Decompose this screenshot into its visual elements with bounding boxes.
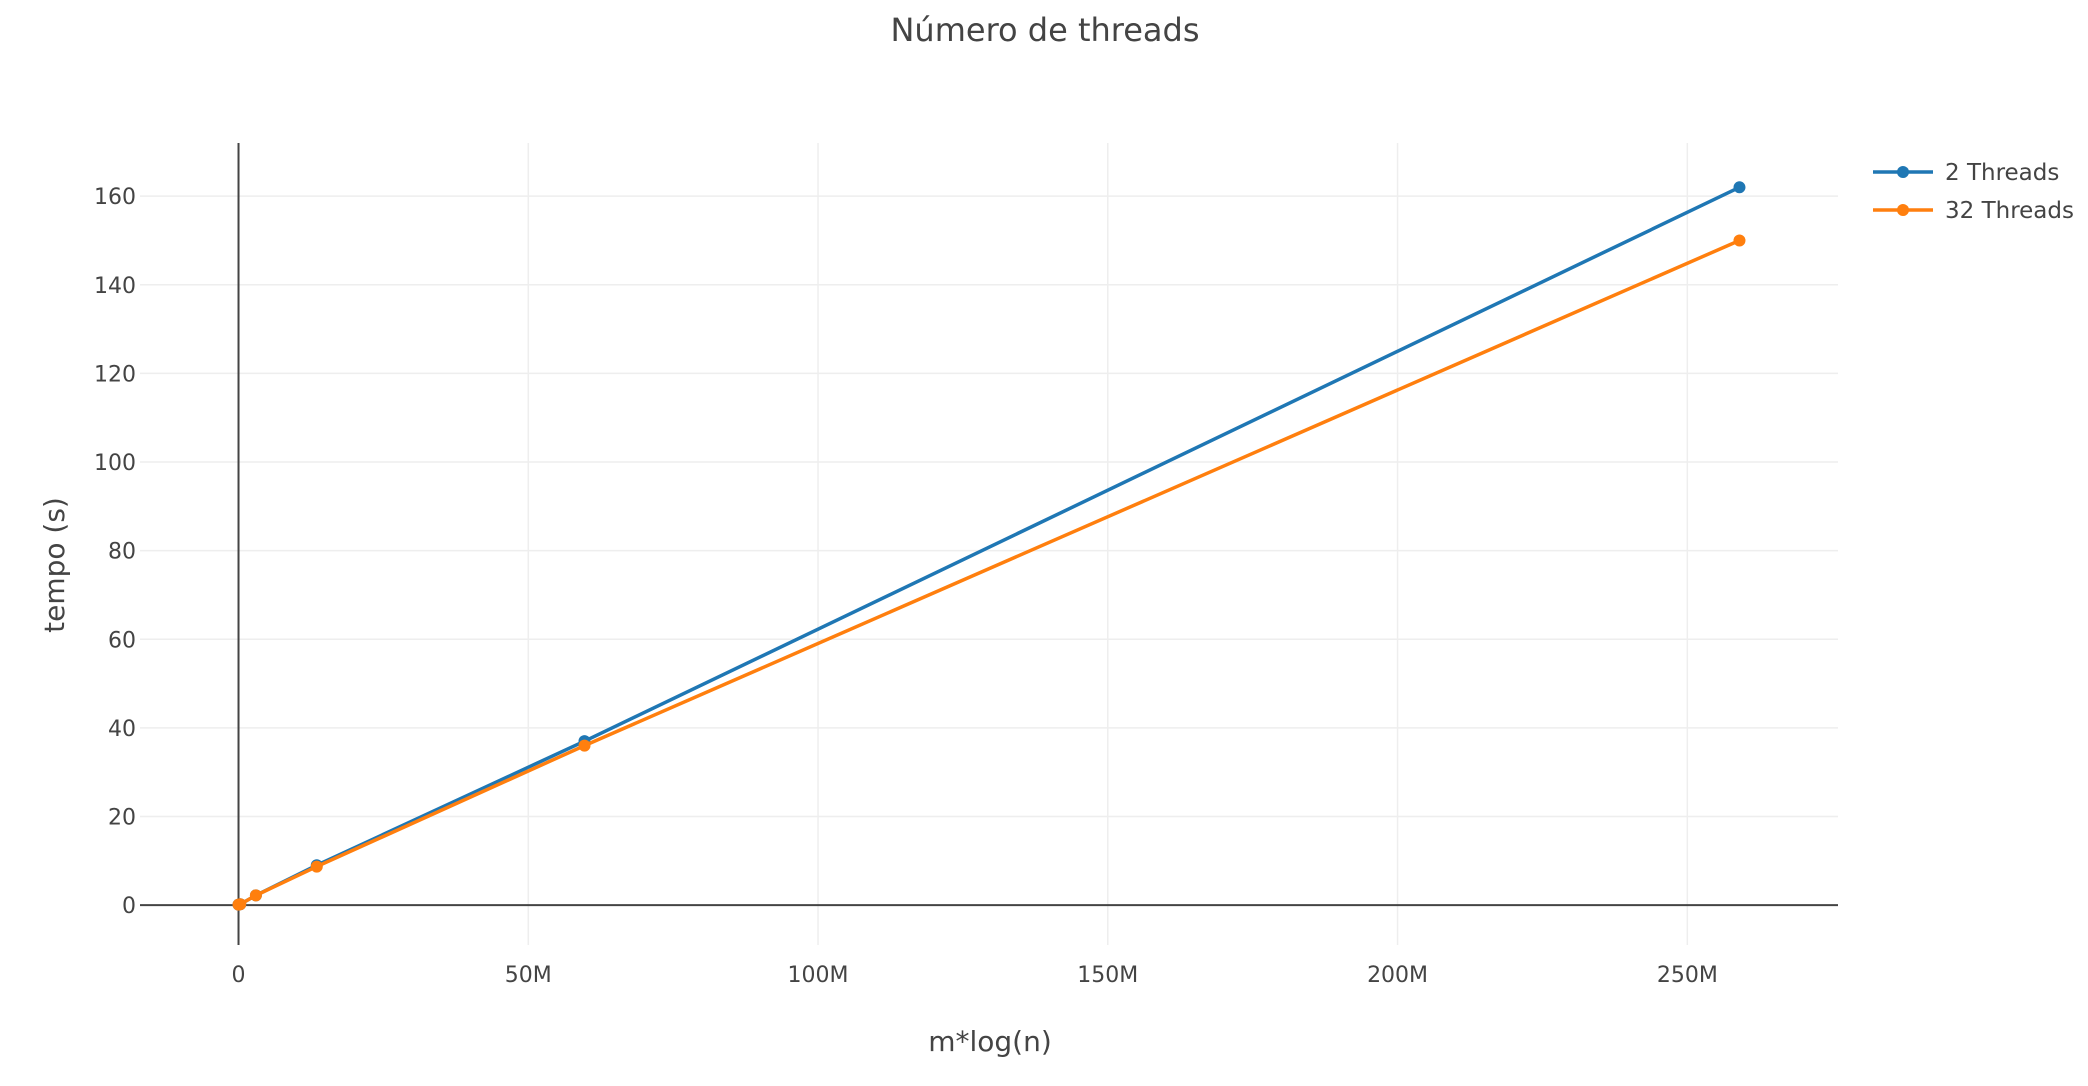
x-tick-label: 0 [232,963,246,988]
data-point[interactable] [310,860,323,873]
data-point[interactable] [1733,181,1746,194]
y-tick-labels: 0 20 40 60 80 100 120 140 160 [94,185,136,919]
legend-item[interactable]: 32 Threads [1873,198,2074,224]
x-tick-label: 100M [788,963,849,988]
data-point[interactable] [234,898,247,911]
y-tick-label: 100 [94,451,136,476]
y-tick-label: 80 [108,540,136,565]
x-gridlines [527,143,1689,945]
series-line [236,185,1742,907]
series-layer [232,181,1746,911]
series-2 [232,234,1746,911]
x-tick-label: 200M [1367,963,1428,988]
y-tick-label: 0 [122,894,136,919]
legend: 2 Threads 32 Threads [1873,160,2074,224]
y-tick-label: 20 [108,806,136,831]
series-line [236,238,1742,907]
x-tick-label: 250M [1657,963,1718,988]
y-tick-label: 40 [108,717,136,742]
legend-swatch-marker [1897,204,1909,216]
legend-label: 32 Threads [1945,198,2074,224]
y-tick-label: 120 [94,362,136,387]
x-tick-labels: 0 50M 100M 150M 200M 250M [232,963,1718,988]
y-tick-label: 60 [108,628,136,653]
data-point[interactable] [578,739,591,752]
y-tick-label: 140 [94,274,136,299]
x-tick-label: 150M [1077,963,1138,988]
data-point[interactable] [249,889,262,902]
zero-lines [140,143,1838,945]
y-axis-title: tempo (s) [38,497,71,633]
x-axis-title: m*log(n) [928,1025,1052,1058]
y-tick-label: 160 [94,185,136,210]
x-tick-label: 50M [505,963,552,988]
chart-title: Número de threads [890,11,1199,49]
data-point[interactable] [1733,234,1746,247]
legend-swatch-marker [1897,166,1909,178]
legend-item[interactable]: 2 Threads [1873,160,2059,186]
y-gridlines [140,195,1838,818]
legend-label: 2 Threads [1945,160,2059,186]
